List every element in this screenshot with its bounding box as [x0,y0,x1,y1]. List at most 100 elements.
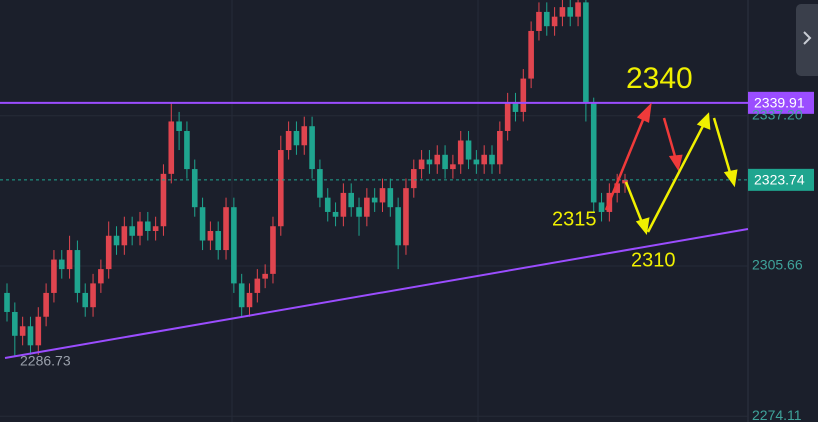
candle-body [504,102,511,131]
candle-body [66,250,73,270]
arrow-head [668,154,683,172]
candle-body [442,154,448,170]
candle-body [583,2,589,103]
candle-body [254,278,261,293]
candle-body [43,292,49,317]
candle-body [465,140,472,160]
arrows [604,102,738,236]
candle-body [129,226,135,236]
candle-body [168,121,175,174]
candle-body [98,269,104,284]
arrow-head [723,169,738,188]
candle-body [379,188,386,203]
candle-body [19,326,26,336]
candle-body [246,292,253,308]
candle-body [348,192,355,208]
candle-body [426,159,433,165]
candle-body [317,169,323,198]
candle-body [90,283,96,308]
candle-body [410,169,417,189]
candle-body [231,207,237,284]
candle-body [450,164,456,170]
candle-body [622,179,628,184]
candle-body [340,192,347,217]
candle-body [364,197,370,217]
candle-body [51,259,57,293]
candle-body [332,211,339,217]
candle-body [489,154,495,165]
low-label: 2286.73 [20,353,71,369]
candle-body [473,159,480,165]
candle-body [137,221,143,236]
annotation: 2310 [631,249,676,271]
candle-body [58,259,65,270]
arrow-yellow [712,117,733,177]
candle-body [223,207,229,251]
level-price-label: 2339.91 [754,95,805,111]
arrow-head [696,112,711,130]
annotation: 2340 [626,62,693,95]
arrow-yellow [646,123,706,233]
candle-body [277,150,284,227]
arrow-yellow [624,181,645,226]
candle-body [387,188,394,208]
candle-body [82,292,89,308]
candle-body [567,7,574,17]
overlays: 2323.74 2339.91 [0,91,814,191]
chevron-icon [803,31,812,45]
candle-body [4,292,10,312]
arrow-red [604,114,647,211]
candle-body [145,221,151,232]
y-tick-label: 2274.11 [752,407,802,422]
grid [0,115,748,417]
trend-line [4,228,749,359]
candle-body [356,207,362,217]
candle-body [551,16,558,27]
candle-body [371,197,378,203]
candle-body [301,126,308,146]
candle-body [191,169,198,208]
candle-body [121,226,128,246]
candle-body [152,226,159,232]
candle-body [285,130,292,151]
candle-body [176,121,182,131]
candle-body [614,183,620,193]
annotation: 2315 [552,208,597,230]
candle-body [543,11,550,27]
candle-body [238,283,245,308]
candle-body [528,30,534,79]
candle-body [520,78,527,112]
candle-body [590,102,597,203]
candle-body [457,140,464,165]
candle-body [497,130,503,165]
last-price-label: 2323.74 [754,172,805,188]
candle-body [105,235,112,270]
candles [4,0,628,357]
arrow-red [662,117,678,161]
candle-body [598,202,605,212]
candle-body [207,231,214,241]
candle-body [293,130,300,146]
candle-body [160,173,167,227]
candle-body [199,207,206,241]
candle-body [35,316,42,346]
y-tick-label: 2337.20 [752,106,803,122]
y-tick-label: 2305.66 [752,257,803,273]
last-price-box [748,168,814,191]
candle-body [184,130,190,170]
candle-body [27,326,34,346]
candle-body [395,207,401,246]
candle-body [575,2,581,17]
arrow-head [635,217,650,236]
candle-body [324,197,331,212]
candle-body [434,154,441,165]
candle-body [536,11,542,31]
candle-body [559,7,566,17]
candle-body [418,159,425,170]
candle-body [309,126,315,170]
candle-body [262,273,268,279]
candle-body [113,235,120,246]
